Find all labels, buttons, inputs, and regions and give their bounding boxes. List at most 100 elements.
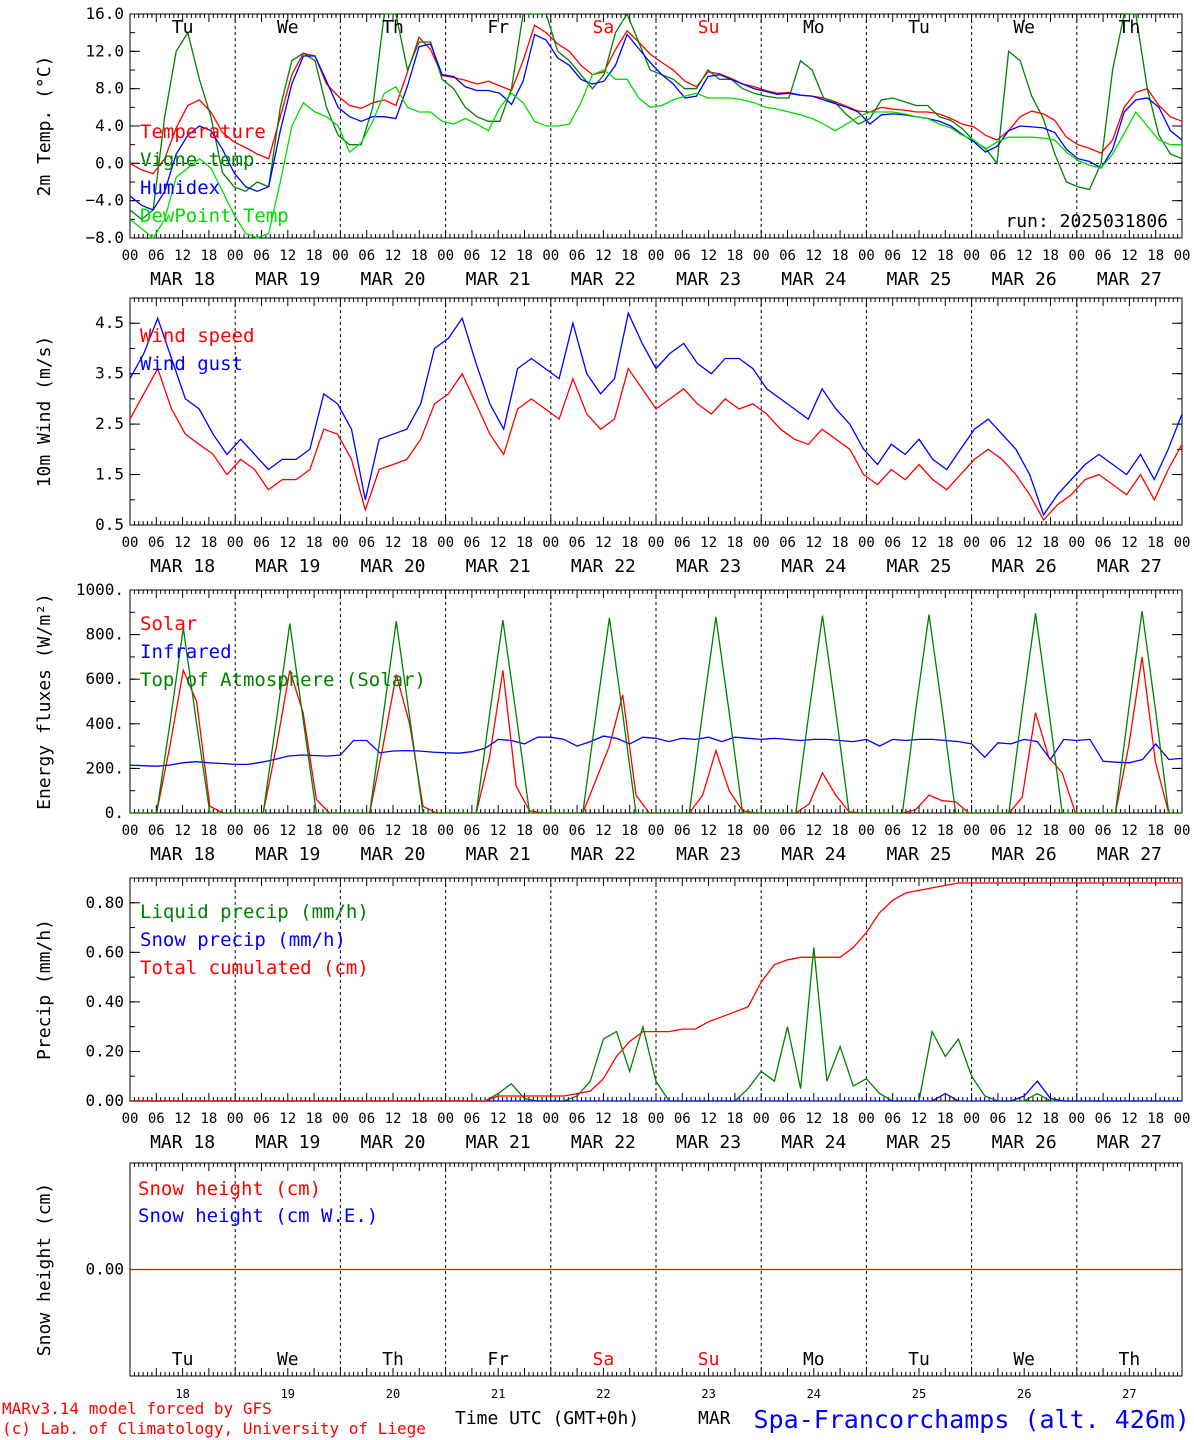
hour-label: 00 xyxy=(227,1111,244,1127)
hour-label: 12 xyxy=(595,1111,612,1127)
day-number: 19 xyxy=(281,1387,295,1401)
series-line-humidex xyxy=(129,33,1183,211)
hour-label: 06 xyxy=(253,823,270,839)
legend-item: Wind gust xyxy=(140,353,243,375)
hour-label: 12 xyxy=(1121,535,1138,551)
hour-label: 12 xyxy=(1016,823,1033,839)
hour-label: 18 xyxy=(516,535,533,551)
weekday-label-top: Sa xyxy=(593,17,615,38)
hour-label: 00 xyxy=(1068,823,1085,839)
hour-label: 18 xyxy=(411,823,428,839)
day-number: 20 xyxy=(386,1387,400,1401)
hour-label: 00 xyxy=(753,823,770,839)
y-tick-label: 0.00 xyxy=(85,1260,124,1279)
hour-label: 06 xyxy=(1095,823,1112,839)
date-label: MAR 18 xyxy=(150,269,215,290)
date-label: MAR 18 xyxy=(150,556,215,577)
hour-label: 18 xyxy=(516,248,533,264)
hour-label: 06 xyxy=(148,823,165,839)
hour-label: 12 xyxy=(279,1111,296,1127)
date-label: MAR 20 xyxy=(360,844,425,865)
hour-label: 18 xyxy=(200,1111,217,1127)
y-axis-title: Precip (mm/h) xyxy=(34,919,55,1060)
weekday-label-bottom: Su xyxy=(698,1349,720,1370)
y-tick-label: 0.5 xyxy=(95,515,124,534)
hour-label: 18 xyxy=(621,823,638,839)
hour-label: 06 xyxy=(148,1111,165,1127)
hour-label: 00 xyxy=(437,1111,454,1127)
hour-label: 06 xyxy=(674,823,691,839)
hour-label: 12 xyxy=(490,535,507,551)
date-label: MAR 26 xyxy=(992,844,1057,865)
hour-label: 18 xyxy=(516,1111,533,1127)
date-label: MAR 19 xyxy=(255,1132,320,1153)
panel-frame xyxy=(129,589,1183,814)
y-tick-label: 600. xyxy=(85,669,124,688)
date-label: MAR 27 xyxy=(1097,1132,1162,1153)
date-label: MAR 25 xyxy=(886,269,951,290)
hour-label: 06 xyxy=(463,1111,480,1127)
hour-label: 12 xyxy=(385,823,402,839)
hour-label: 00 xyxy=(437,535,454,551)
weekday-label-bottom: Th xyxy=(1119,1349,1141,1370)
hour-label: 06 xyxy=(253,1111,270,1127)
y-tick-label: 400. xyxy=(85,714,124,733)
hour-label: 06 xyxy=(779,823,796,839)
hour-label: 06 xyxy=(358,248,375,264)
weekday-label-top: Tu xyxy=(908,17,930,38)
panel-precip: 0.80 0.60 0.40 0.20 0.00 Precip (mm/h) Liquid … xyxy=(34,877,1191,1153)
y-tick-label: 16.0 xyxy=(85,4,124,23)
hour-label: 06 xyxy=(989,535,1006,551)
date-label: MAR 22 xyxy=(571,269,636,290)
date-label: MAR 20 xyxy=(360,556,425,577)
y-tick-label: 0.40 xyxy=(85,992,124,1011)
hour-label: 12 xyxy=(490,1111,507,1127)
hour-label: 18 xyxy=(1147,1111,1164,1127)
footer-lab-credit: (c) Lab. of Climatology, University of L… xyxy=(2,1419,426,1438)
hour-label: 12 xyxy=(1016,248,1033,264)
hour-label: 06 xyxy=(674,1111,691,1127)
hour-label: 06 xyxy=(779,1111,796,1127)
y-tick-label: −8.0 xyxy=(85,228,124,247)
hour-label: 00 xyxy=(332,1111,349,1127)
hour-label: 12 xyxy=(1016,1111,1033,1127)
weekday-label-top: Fr xyxy=(487,17,509,38)
hour-label: 12 xyxy=(490,823,507,839)
weekday-label-top: We xyxy=(277,17,299,38)
y-axis-title: Energy fluxes (W/m²) xyxy=(34,593,55,810)
hour-label: 12 xyxy=(1016,535,1033,551)
series-line-total-cumulated-cm- xyxy=(130,882,1182,1102)
hour-label: 12 xyxy=(279,535,296,551)
hour-label: 00 xyxy=(963,823,980,839)
hour-label: 12 xyxy=(911,535,928,551)
date-label: MAR 25 xyxy=(886,1132,951,1153)
hour-label: 12 xyxy=(911,823,928,839)
hour-label: 18 xyxy=(516,823,533,839)
hour-label: 06 xyxy=(779,535,796,551)
weekday-label-top: Tu xyxy=(172,17,194,38)
hour-label: 18 xyxy=(200,248,217,264)
hour-label: 06 xyxy=(1095,248,1112,264)
hour-label: 06 xyxy=(463,535,480,551)
y-tick-label: −4.0 xyxy=(85,191,124,210)
weekday-label-top: Su xyxy=(698,17,720,38)
hour-label: 06 xyxy=(358,1111,375,1127)
weekday-label-bottom: Th xyxy=(382,1349,404,1370)
hour-label: 18 xyxy=(1147,535,1164,551)
hour-label: 12 xyxy=(805,823,822,839)
hour-label: 00 xyxy=(1068,535,1085,551)
date-label: MAR 23 xyxy=(676,269,741,290)
hour-label: 00 xyxy=(1174,1111,1191,1127)
hour-label: 00 xyxy=(963,1111,980,1127)
hour-label: 18 xyxy=(832,1111,849,1127)
hour-label: 12 xyxy=(595,535,612,551)
day-number: 23 xyxy=(701,1387,715,1401)
weekday-label-bottom: We xyxy=(277,1349,299,1370)
legend-item: Vigne temp xyxy=(140,149,254,171)
legend-item: Liquid precip (mm/h) xyxy=(140,901,369,923)
hour-label: 12 xyxy=(279,823,296,839)
hour-label: 18 xyxy=(411,1111,428,1127)
date-label: MAR 24 xyxy=(781,556,846,577)
hour-label: 18 xyxy=(306,248,323,264)
hour-label: 00 xyxy=(332,823,349,839)
